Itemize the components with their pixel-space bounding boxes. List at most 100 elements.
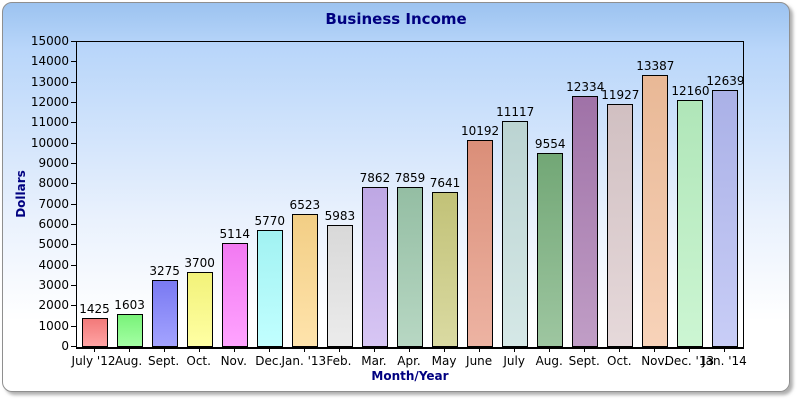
y-axis-tick-label: 10000 [30,135,69,150]
x-axis-tick [654,348,656,352]
bar-value-label: 1603 [114,298,145,313]
x-axis-tick-label: Jan. '13 [281,354,327,368]
bar-value-label: 3275 [149,264,180,279]
y-axis-tick-label: 11000 [30,115,69,130]
y-axis-tick [71,264,76,266]
x-axis-tick [373,348,375,352]
bar [256,229,283,347]
x-axis-tick-label: Apr. [397,354,421,368]
x-axis-tick-label: Jan. '14 [702,354,747,368]
y-axis-tick-label: 13000 [30,74,69,89]
y-axis-tick [71,41,76,42]
bar-value-label: 11927 [601,88,640,103]
bar-value-label: 5114 [219,227,251,242]
bar [572,96,599,347]
y-axis-tick-label: 1000 [38,318,69,333]
x-axis-tick-label: Dec. [255,354,283,368]
x-axis-tick-label: Feb. [326,354,352,368]
y-axis-tick [71,285,76,286]
x-axis-tick [549,348,551,352]
bar-value-label: 7641 [429,175,461,190]
y-axis-tick-label: 6000 [38,217,69,231]
bar [151,280,178,347]
y-axis-tick-label: 14000 [30,54,69,69]
plot-area: 1425 1603 3275 3700 5114 5770 6523 5983 7862 7859… [76,41,745,349]
y-axis-tick [71,183,76,185]
x-axis-tick [479,348,481,352]
bar [186,271,213,347]
y-axis-tick [71,224,76,225]
x-axis-title: Month/Year [371,369,449,383]
x-axis-tick [163,348,165,352]
x-axis-tick [233,348,235,352]
bar-value-label: 6523 [289,198,321,213]
x-axis-tick [268,348,270,352]
bar-value-label: 1425 [79,302,110,317]
y-axis-tick [71,142,76,144]
x-axis-tick-label: Oct. [607,354,632,368]
x-axis-tick-label: Sept. [568,354,600,368]
y-axis-tick-label: 9000 [38,156,69,170]
x-axis-tick [409,348,410,352]
bar-value-label: 11117 [496,104,535,119]
y-axis-tick-label: 4000 [38,257,69,272]
y-axis-tick [71,305,76,307]
y-axis-tick [71,163,76,164]
x-axis-tick [619,348,621,352]
chart-card: Business Income Dollars 1425 1603 3275 3700… [2,2,790,392]
x-axis-tick [724,348,726,352]
bar-value-label: 13387 [636,58,675,73]
bar-value-label: 7859 [394,171,426,186]
bar-value-label: 5770 [254,213,286,228]
x-axis-tick [514,348,516,352]
chart-title: Business Income [325,10,467,28]
x-axis-tick-label: June [466,354,493,368]
bar [642,74,669,347]
x-axis-tick-label: July [503,354,525,368]
y-axis-tick [71,325,76,327]
bar [677,99,704,347]
y-axis-tick-label: 12000 [30,95,69,109]
y-axis-tick [71,122,76,124]
x-axis-tick-label: Nov. [220,354,247,368]
bar-value-label: 5983 [324,209,356,224]
bar [397,187,423,347]
x-axis-tick-label: May [431,354,457,368]
y-axis-tick [71,244,76,246]
bar [291,214,318,347]
bar-value-label: 3700 [184,255,215,270]
x-axis-tick-label: Nov. [641,354,668,368]
bar-value-label: 7862 [359,171,391,186]
x-axis-tick [444,348,446,352]
bar [326,225,353,347]
x-axis-tick-label: Oct. [186,354,211,368]
x-axis-tick-label: Dec. '13 [664,354,715,368]
bar [432,191,459,347]
bar [467,139,494,347]
y-axis-tick [71,203,76,205]
y-axis-tick [71,81,76,83]
x-axis-tick-label: Aug. [535,354,563,368]
x-axis-tick-label: Sept. [148,354,180,368]
y-axis-tick-label: 0 [61,339,69,353]
x-axis-tick [689,348,691,352]
y-axis-tick-label: 7000 [38,196,69,211]
bar [81,318,108,347]
bar [221,243,248,347]
bar-value-label: 12334 [566,80,605,95]
bar-value-label: 9554 [534,136,566,151]
x-axis-tick [198,348,200,352]
bar [361,187,388,347]
y-axis-tick [71,346,76,347]
x-axis-tick-label: Mar. [361,354,387,368]
bar [712,90,739,347]
y-axis-tick-label: 15000 [30,34,69,48]
bar [607,104,634,347]
x-axis-tick [303,348,305,352]
y-axis-tick-label: 3000 [38,278,69,292]
x-axis-tick [93,348,95,352]
y-axis-tick [71,61,76,63]
y-axis-tick-label: 8000 [38,176,69,191]
x-axis-tick-label: Aug. [114,354,143,368]
bar [502,120,529,347]
